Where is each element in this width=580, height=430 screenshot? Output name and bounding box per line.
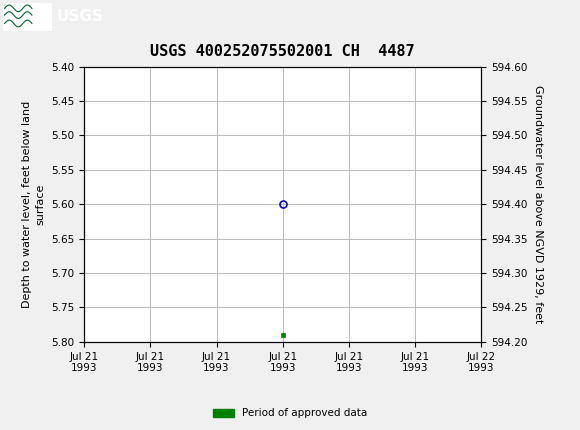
Text: USGS: USGS [57, 9, 104, 24]
Legend: Period of approved data: Period of approved data [209, 404, 371, 423]
Y-axis label: Depth to water level, feet below land
surface: Depth to water level, feet below land su… [23, 101, 46, 308]
Y-axis label: Groundwater level above NGVD 1929, feet: Groundwater level above NGVD 1929, feet [533, 85, 543, 323]
Title: USGS 400252075502001 CH  4487: USGS 400252075502001 CH 4487 [150, 43, 415, 58]
FancyBboxPatch shape [3, 3, 52, 31]
